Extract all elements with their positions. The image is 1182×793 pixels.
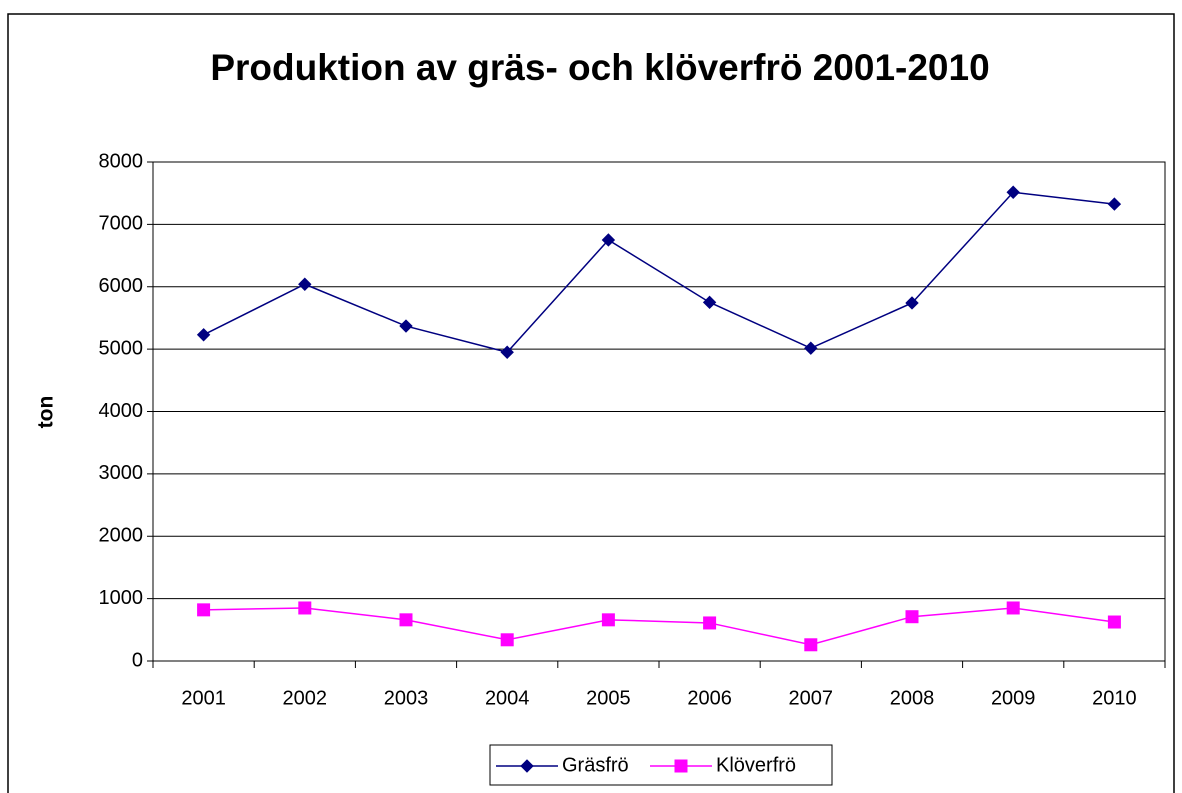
marker bbox=[1107, 197, 1122, 211]
x-tick-label: 2010 bbox=[1092, 687, 1137, 709]
marker bbox=[905, 296, 919, 310]
marker bbox=[804, 341, 818, 355]
y-tick-label: 7000 bbox=[99, 213, 144, 235]
y-tick-label: 0 bbox=[132, 649, 143, 671]
marker bbox=[500, 345, 514, 359]
legend-label: Klöverfrö bbox=[716, 754, 796, 776]
y-tick-label: 4000 bbox=[99, 400, 144, 422]
x-tick-label: 2009 bbox=[991, 687, 1036, 709]
y-tick-label: 2000 bbox=[99, 525, 144, 547]
x-tick-label: 2008 bbox=[890, 687, 935, 709]
x-tick-label: 2001 bbox=[181, 687, 226, 709]
marker bbox=[1107, 615, 1121, 629]
marker bbox=[905, 610, 919, 624]
legend-box bbox=[489, 744, 833, 786]
marker bbox=[601, 233, 616, 247]
marker bbox=[601, 613, 615, 627]
marker bbox=[298, 601, 312, 615]
x-tick-label: 2006 bbox=[687, 687, 732, 709]
marker bbox=[298, 277, 312, 291]
y-tick-label: 5000 bbox=[99, 337, 144, 359]
marker bbox=[1006, 185, 1020, 199]
y-tick-label: 3000 bbox=[99, 462, 144, 484]
marker bbox=[399, 319, 413, 333]
y-tick-label: 8000 bbox=[99, 150, 144, 172]
marker bbox=[1006, 601, 1020, 615]
marker bbox=[520, 759, 534, 773]
x-tick-label: 2003 bbox=[384, 687, 429, 709]
x-tick-label: 2005 bbox=[586, 687, 631, 709]
x-tick-label: 2007 bbox=[789, 687, 834, 709]
marker bbox=[500, 633, 514, 647]
marker bbox=[804, 638, 818, 652]
x-tick-label: 2004 bbox=[485, 687, 530, 709]
legend-label: Gräsfrö bbox=[562, 754, 629, 776]
marker bbox=[197, 603, 211, 617]
y-tick-label: 1000 bbox=[99, 587, 144, 609]
y-axis-label: ton bbox=[35, 396, 58, 429]
marker bbox=[196, 328, 211, 342]
marker bbox=[702, 295, 717, 310]
y-tick-label: 6000 bbox=[99, 275, 144, 297]
series-line bbox=[203, 191, 1115, 354]
marker bbox=[399, 613, 413, 627]
chart-title: Produktion av gräs- och klöverfrö 2001-2… bbox=[210, 47, 989, 88]
series-line bbox=[203, 607, 1115, 646]
marker bbox=[674, 759, 688, 773]
x-tick-label: 2002 bbox=[283, 687, 328, 709]
marker bbox=[703, 616, 717, 630]
